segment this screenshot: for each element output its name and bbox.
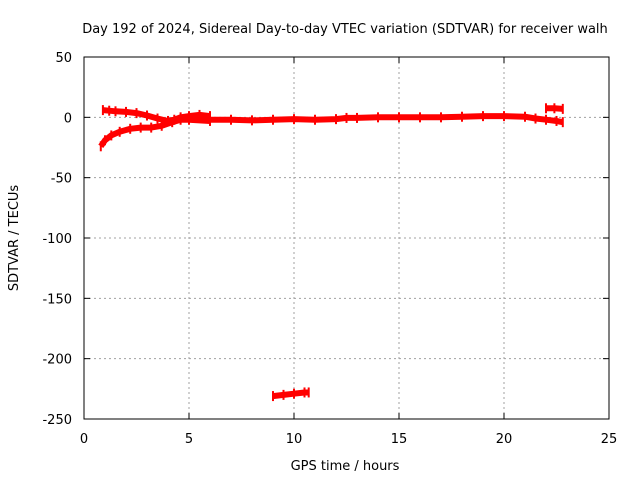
series-outlier-segment: [272, 389, 309, 400]
x-tick-label: 15: [391, 432, 408, 447]
x-tick-label: 10: [286, 432, 303, 447]
chart-title: Day 192 of 2024, Sidereal Day-to-day VTE…: [82, 22, 608, 37]
x-tick-label: 5: [185, 432, 193, 447]
x-axis-label: GPS time / hours: [291, 459, 400, 474]
x-tick-label: 20: [496, 432, 513, 447]
grid: [84, 57, 609, 419]
data-series: [98, 103, 564, 402]
x-tick-labels: 0 5 10 15 20 25: [80, 432, 617, 447]
y-tick-label: -200: [42, 353, 72, 368]
axis-ticks: [83, 56, 610, 420]
y-tick-label: -50: [51, 172, 72, 187]
y-tick-label: 50: [55, 51, 72, 66]
y-tick-label: -250: [42, 413, 72, 428]
series-main-trace: [210, 113, 564, 126]
y-tick-labels: 50 0 -50 -100 -150 -200 -250: [42, 51, 72, 428]
y-tick-label: 0: [64, 111, 72, 126]
y-tick-label: -150: [42, 292, 72, 307]
x-tick-label: 25: [601, 432, 618, 447]
x-tick-label: 0: [80, 432, 88, 447]
y-tick-label: -100: [42, 232, 72, 247]
y-axis-label: SDTVAR / TECUs: [7, 185, 22, 292]
series-lower-arc: [98, 116, 211, 149]
